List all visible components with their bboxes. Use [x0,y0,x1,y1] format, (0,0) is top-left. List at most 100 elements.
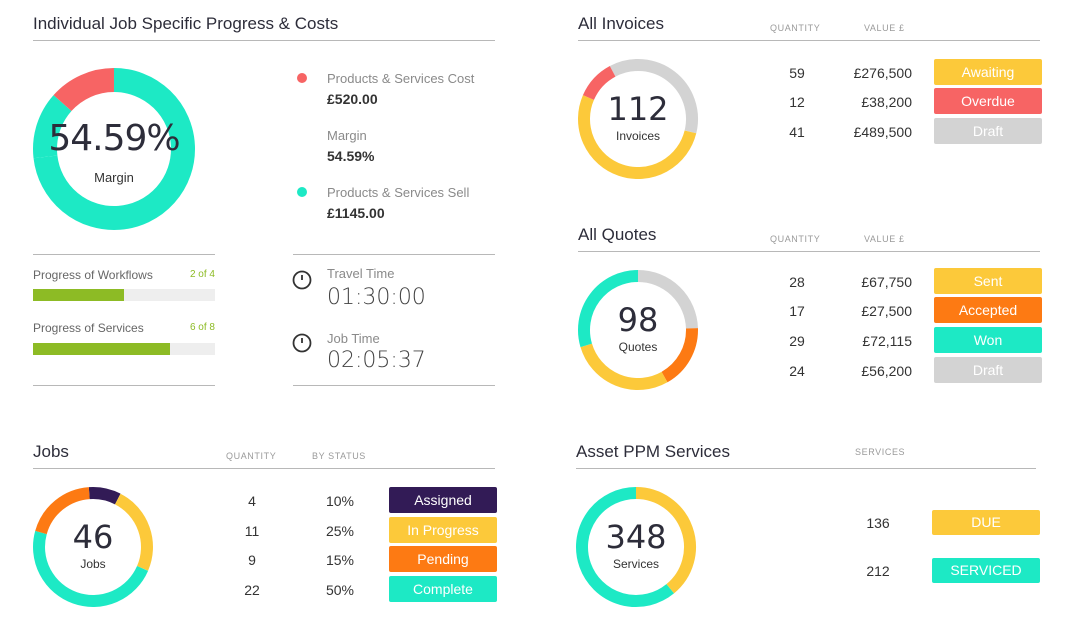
jobs-total-label: Jobs [80,557,106,571]
cost-legend-dot [297,73,307,83]
invoice-value: £489,500 [853,124,912,140]
quote-status-badge: Sent [934,268,1042,294]
travel-time-label: Travel Time [327,266,395,281]
job-percent: 10% [325,493,355,509]
invoice-quantity: 41 [789,124,805,140]
workflows-progress-bar [33,289,215,301]
margin-legend-value: 54.59% [327,148,375,164]
invoice-value: £38,200 [861,94,912,110]
job-quantity: 4 [248,493,256,509]
workflows-progress-label: Progress of Workflows [33,268,153,282]
quote-status-badge: Accepted [934,297,1042,323]
invoices-quantity-header: QUANTITY [770,23,821,33]
quote-quantity: 29 [789,333,805,349]
quote-status-badge: Won [934,327,1042,353]
quote-quantity: 28 [789,274,805,290]
job-status-badge: Pending [389,546,497,572]
job-status-badge: Assigned [389,487,497,513]
services-progress-count: 6 of 8 [189,322,215,333]
quote-value: £56,200 [861,363,912,379]
services-progress-bar [33,343,215,355]
margin-donut-chart [33,68,195,230]
jobs-donut-segment-complete [33,530,149,607]
divider [33,254,215,255]
travel-time-value: 01:30:00 [327,285,426,310]
job-quantity: 22 [244,582,260,598]
divider [578,40,1040,41]
workflows-progress-count: 2 of 4 [189,269,215,280]
jobs-donut-chart [33,487,153,607]
ppm-total: 348 [605,518,667,556]
ppm-donut-chart [576,487,696,607]
invoice-status-badge: Overdue [934,88,1042,114]
sell-legend-value: £1145.00 [327,205,385,221]
invoices-donut-segment-awaiting [578,95,697,180]
divider [33,468,495,469]
ppm-donut-segment-serviced [576,487,675,607]
ppm-quantity: 136 [866,515,890,531]
divider [33,40,495,41]
divider [576,468,1036,469]
job-status-badge: Complete [389,576,497,602]
quote-value: £67,750 [861,274,912,290]
quotes-value-header: VALUE £ [864,234,905,244]
quote-quantity: 24 [789,363,805,379]
jobs-section-title: Jobs [33,442,69,461]
quotes-donut-segment-sent [580,343,668,390]
quotes-donut-segment-accepted [661,328,698,383]
job-status-badge: In Progress [389,517,497,543]
quotes-total: 98 [617,301,659,339]
invoices-donut-chart [578,59,698,180]
invoice-quantity: 59 [789,65,805,81]
quotes-section-title: All Quotes [578,225,657,244]
margin-donut-label: Margin [94,170,134,185]
invoices-section-title: All Invoices [578,14,664,33]
invoice-quantity: 12 [789,94,805,110]
quotes-donut-chart [578,270,698,390]
margin-donut-segment-margin [33,68,195,230]
job-time-value: 02:05:37 [327,348,426,373]
margin-legend-label: Margin [327,128,367,143]
job-percent: 25% [325,523,355,539]
margin-donut-value: 54.59% [48,118,180,159]
quote-status-badge: Draft [934,357,1042,383]
quote-value: £72,115 [862,333,912,349]
services-progress-fill [33,343,170,355]
jobs-quantity-header: QUANTITY [226,451,277,461]
cost-legend-value: £520.00 [327,91,378,107]
divider [578,251,1040,252]
job-time-label: Job Time [327,331,380,346]
invoices-donut-segment-overdue [582,66,616,101]
sell-legend-dot [297,187,307,197]
ppm-status-badge: SERVICED [932,558,1040,583]
invoices-total-label: Invoices [615,129,661,143]
margin-donut-segment-cost [53,68,115,112]
workflows-progress-fill [33,289,124,301]
cost-legend-label: Products & Services Cost [327,71,475,86]
jobs-donut-segment-in-progress [114,493,153,571]
jobs-total: 46 [72,518,114,556]
quotes-total-label: Quotes [618,340,658,354]
clock-icon [292,270,312,290]
quote-quantity: 17 [789,303,805,319]
quotes-quantity-header: QUANTITY [770,234,821,244]
ppm-quantity: 212 [866,563,890,579]
ppm-total-label: Services [612,557,659,571]
jobs-donut-segment-pending [35,487,90,535]
sell-legend-label: Products & Services Sell [327,185,470,200]
invoice-status-badge: Draft [934,118,1042,144]
ppm-services-header: SERVICES [855,447,906,457]
clock-icon [292,333,312,353]
quote-value: £27,500 [861,303,912,319]
invoices-total: 112 [607,90,669,128]
ppm-donut-segment-due [635,487,696,594]
invoices-donut-segment-draft [609,59,698,134]
ppm-section-title: Asset PPM Services [576,442,730,461]
job-quantity: 11 [244,523,260,539]
services-progress-label: Progress of Services [33,321,144,335]
quotes-donut-segment-won [578,270,639,348]
margin-donut-segment-sell [33,95,72,159]
job-quantity: 9 [248,552,256,568]
divider [293,385,495,386]
divider [293,254,495,255]
